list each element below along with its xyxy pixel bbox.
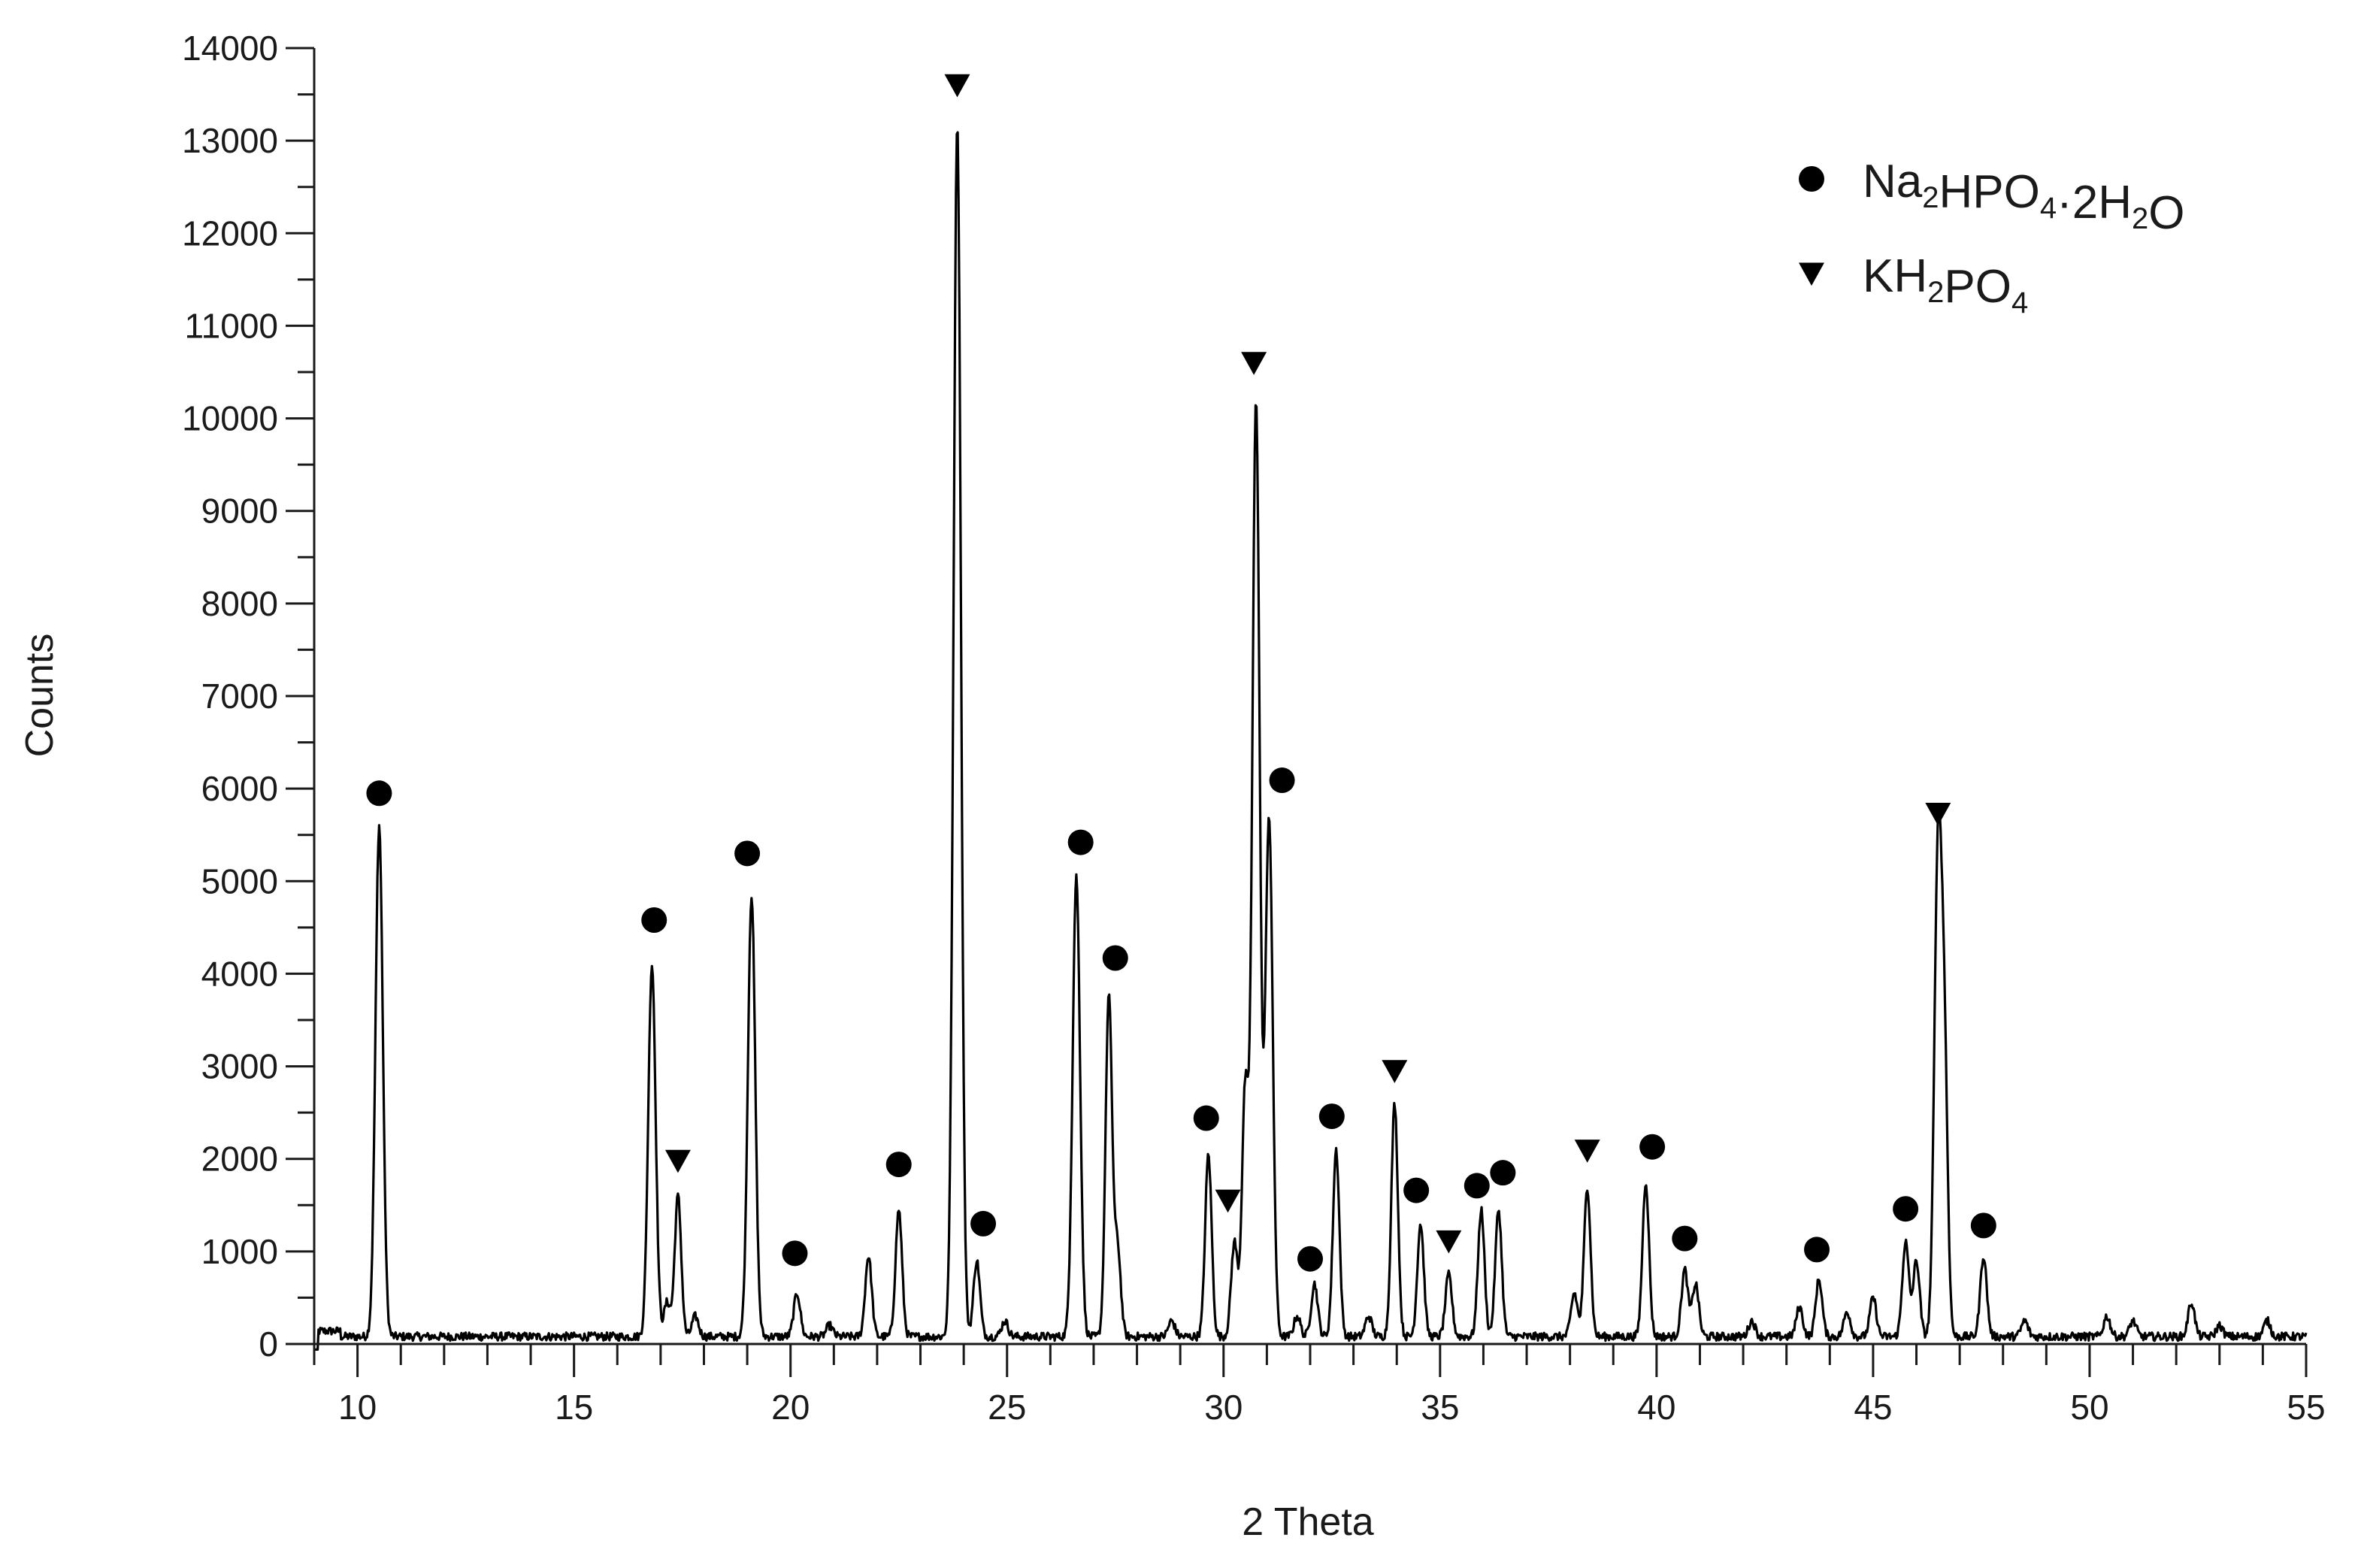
legend-triangle-marker <box>1799 262 1824 286</box>
na2hpo4-marker <box>1403 1177 1430 1203</box>
y-tick-label: 4000 <box>201 954 278 993</box>
y-tick-label: 10000 <box>182 399 278 438</box>
kh2po4-marker <box>1241 352 1267 375</box>
na2hpo4-marker <box>1804 1237 1830 1263</box>
kh2po4-marker <box>1925 802 1951 826</box>
y-tick-label: 0 <box>259 1324 278 1364</box>
kh2po4-marker <box>1382 1060 1408 1083</box>
y-tick-label: 7000 <box>201 677 278 716</box>
na2hpo4-marker <box>1297 1246 1323 1272</box>
axes: 0 1000 2000 3000 4000 5000 6000 7000 8000 9000 100… <box>182 29 2326 1427</box>
x-tick-label: 15 <box>555 1388 593 1427</box>
y-tick-label: 6000 <box>201 769 278 808</box>
y-tick-label: 1000 <box>201 1232 278 1271</box>
kh2po4-marker <box>1574 1140 1600 1163</box>
x-tick-label: 10 <box>338 1388 377 1427</box>
kh2po4-marker <box>1215 1189 1241 1213</box>
na2hpo4-marker <box>1672 1225 1698 1252</box>
na2hpo4-marker <box>1639 1134 1666 1160</box>
legend-entry-label: KH2PO4 <box>1863 250 2028 319</box>
x-tick-label: 30 <box>1204 1388 1243 1427</box>
y-tick-label: 13000 <box>182 121 278 160</box>
y-tick-label: 12000 <box>182 213 278 253</box>
y-tick-label: 14000 <box>182 29 278 68</box>
x-tick-label: 50 <box>2070 1388 2108 1427</box>
na2hpo4-marker <box>1893 1196 1919 1222</box>
na2hpo4-marker <box>1193 1105 1219 1131</box>
y-tick-label: 2000 <box>201 1140 278 1179</box>
x-tick-label: 20 <box>771 1388 810 1427</box>
x-tick-label: 40 <box>1637 1388 1675 1427</box>
plot-area <box>313 74 2308 1351</box>
y-tick-label: 3000 <box>201 1047 278 1086</box>
kh2po4-marker <box>664 1149 691 1173</box>
xrd-pattern-line <box>313 131 2308 1351</box>
y-tick-label: 5000 <box>201 861 278 901</box>
x-tick-label: 55 <box>2287 1388 2325 1427</box>
x-tick-label: 25 <box>988 1388 1026 1427</box>
na2hpo4-marker <box>1464 1173 1490 1199</box>
na2hpo4-marker <box>366 780 392 807</box>
y-axis-title: Counts <box>18 634 62 758</box>
y-tick-label: 9000 <box>201 492 278 531</box>
kh2po4-marker <box>1436 1230 1462 1254</box>
na2hpo4-marker <box>1269 767 1295 794</box>
legend-circle-marker <box>1799 166 1824 192</box>
na2hpo4-marker <box>1067 829 1094 855</box>
legend: Na2HPO4·2H2O KH2PO4 <box>1799 156 2185 319</box>
x-tick-label: 45 <box>1854 1388 1892 1427</box>
na2hpo4-marker <box>1970 1212 1996 1239</box>
legend-entry-label: Na2HPO4·2H2O <box>1863 156 2185 239</box>
na2hpo4-marker <box>641 907 667 934</box>
y-tick-label: 11000 <box>184 306 278 345</box>
na2hpo4-marker <box>734 840 761 867</box>
x-axis-title: 2 Theta <box>1242 1500 1373 1544</box>
na2hpo4-marker <box>1318 1103 1345 1130</box>
y-tick-label: 8000 <box>201 584 278 623</box>
x-tick-label: 35 <box>1421 1388 1459 1427</box>
na2hpo4-marker <box>1102 945 1128 971</box>
na2hpo4-marker <box>1490 1160 1516 1186</box>
na2hpo4-marker <box>782 1240 808 1267</box>
na2hpo4-marker <box>970 1210 997 1237</box>
kh2po4-marker <box>944 74 970 98</box>
na2hpo4-marker <box>885 1152 912 1178</box>
